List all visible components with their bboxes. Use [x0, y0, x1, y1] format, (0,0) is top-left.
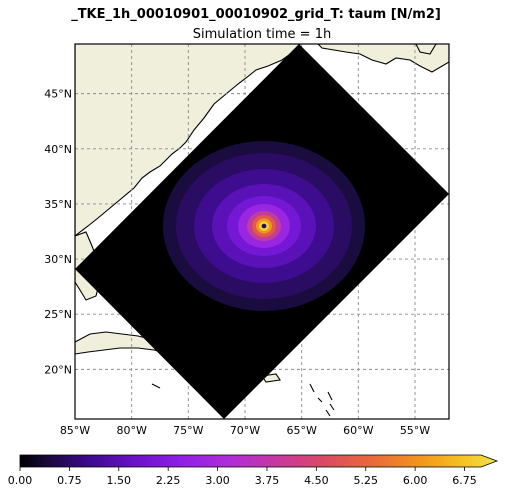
land-newfoundland	[415, 44, 437, 55]
map-area	[75, 44, 449, 419]
wind-stress-field	[163, 141, 365, 311]
lon-tick-label: 80°W	[116, 424, 146, 437]
land-lesser-antilles	[325, 391, 335, 417]
latitude-labels: 20°N 25°N 30°N 35°N 40°N 45°N	[44, 88, 72, 377]
figure-subtitle: Simulation time = 1h	[193, 27, 331, 42]
vortex-eye	[261, 223, 267, 229]
lon-tick-label: 75°W	[173, 424, 203, 437]
colorbar-tick-label: 2.25	[156, 474, 181, 487]
colorbar-tick-label: 1.50	[107, 474, 132, 487]
colorbar-tick-label: 3.00	[205, 474, 230, 487]
map-frame	[74, 43, 450, 420]
colorbar-ticks: 0.00 0.75 1.50 2.25 3.00 3.75 4.50 5.25 6.00 6.75	[8, 467, 477, 487]
lat-tick-label: 45°N	[44, 88, 72, 101]
colorbar: 0.00 0.75 1.50 2.25 3.00 3.75 4.50 5.25 6.00 6.75	[8, 454, 499, 487]
lat-tick-label: 40°N	[44, 143, 72, 156]
colorbar-tick-label: 5.25	[354, 474, 379, 487]
colorbar-fill	[20, 455, 497, 467]
colorbar-tick-label: 0.00	[8, 474, 33, 487]
lat-tick-label: 30°N	[44, 253, 72, 266]
lon-tick-label: 55°W	[400, 424, 430, 437]
colorbar-tick-label: 6.75	[452, 474, 477, 487]
colorbar-outline	[19, 454, 499, 468]
colorbar-tick-label: 0.75	[57, 474, 82, 487]
colorbar-tick-label: 4.50	[304, 474, 329, 487]
longitude-labels: 85°W 80°W 75°W 70°W 65°W 60°W 55°W	[60, 424, 430, 437]
colorbar-tick-label: 6.00	[403, 474, 428, 487]
lon-tick-label: 70°W	[230, 424, 260, 437]
colorbar-tick-label: 3.75	[255, 474, 280, 487]
lat-tick-label: 25°N	[44, 308, 72, 321]
figure-title: _TKE_1h_00010901_00010902_grid_T: taum […	[71, 7, 441, 22]
lon-tick-label: 60°W	[343, 424, 373, 437]
lat-tick-label: 20°N	[44, 363, 72, 376]
lat-tick-label: 35°N	[44, 198, 72, 211]
land-nova-scotia	[317, 44, 449, 73]
lon-tick-label: 65°W	[286, 424, 316, 437]
lon-tick-label: 85°W	[60, 424, 90, 437]
